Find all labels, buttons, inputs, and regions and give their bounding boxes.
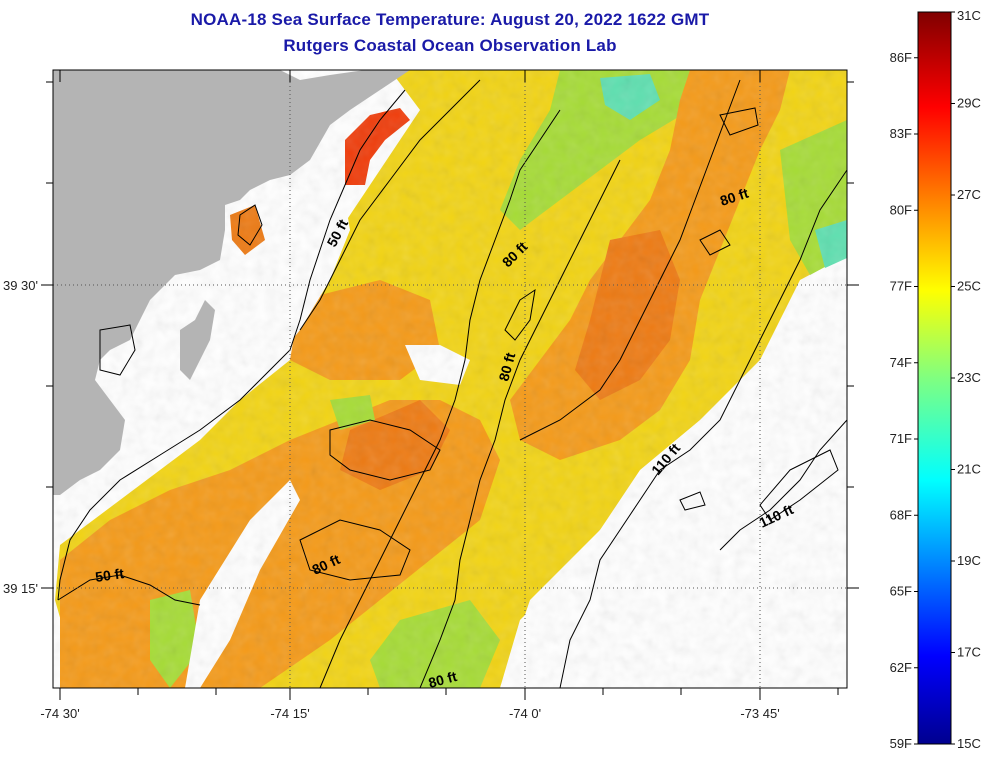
graticule [53, 70, 847, 688]
colorbar-fahrenheit-labels: 86F 83F 80F 77F 74F 71F 68F 65F 62F 59F [890, 50, 918, 751]
colorbar-c-label: 23C [957, 370, 981, 385]
colorbar-celsius-labels: 31C 29C 27C 25C 23C 21C 19C 17C 15C [951, 8, 981, 751]
contour-label: 80 ft [427, 668, 459, 691]
map-frame [52, 69, 848, 689]
colorbar-f-label: 68F [890, 507, 912, 522]
colorbar-c-label: 19C [957, 553, 981, 568]
colorbar-f-label: 80F [890, 202, 912, 217]
colorbar-c-label: 15C [957, 736, 981, 751]
map-title: NOAA-18 Sea Surface Temperature: August … [190, 10, 710, 29]
x-tick-label: -73 45' [740, 706, 779, 721]
colorbar-gradient [917, 11, 952, 745]
colorbar-f-label: 86F [890, 50, 912, 65]
colorbar-f-label: 62F [890, 660, 912, 675]
y-tick-label: 39 15' [3, 581, 38, 596]
colorbar-c-label: 29C [957, 96, 981, 111]
colorbar-c-label: 17C [957, 645, 981, 660]
land-barrier-island [180, 300, 215, 380]
colorbar-f-label: 65F [890, 584, 912, 599]
colorbar-f-label: 59F [890, 736, 912, 751]
contour-label: 50 ft [94, 565, 125, 585]
colorbar-c-label: 27C [957, 187, 981, 202]
colorbar-f-label: 83F [890, 126, 912, 141]
colorbar-f-label: 77F [890, 279, 912, 294]
x-tick-label: -74 0' [509, 706, 541, 721]
map-subtitle: Rutgers Coastal Ocean Observation Lab [283, 36, 617, 55]
colorbar-f-label: 74F [890, 355, 912, 370]
colorbar-c-label: 25C [957, 279, 981, 294]
colorbar-c-label: 31C [957, 8, 981, 23]
x-tick-label: -74 15' [270, 706, 309, 721]
bathymetry-contours [57, 79, 847, 688]
colorbar-f-label: 71F [890, 431, 912, 446]
colorbar-c-label: 21C [957, 462, 981, 477]
x-tick-label: -74 30' [40, 706, 79, 721]
contour-label: 80 ft [495, 351, 518, 383]
land-new-jersey [53, 70, 410, 495]
axis-ticks [41, 70, 859, 700]
y-tick-label: 39 30' [3, 278, 38, 293]
